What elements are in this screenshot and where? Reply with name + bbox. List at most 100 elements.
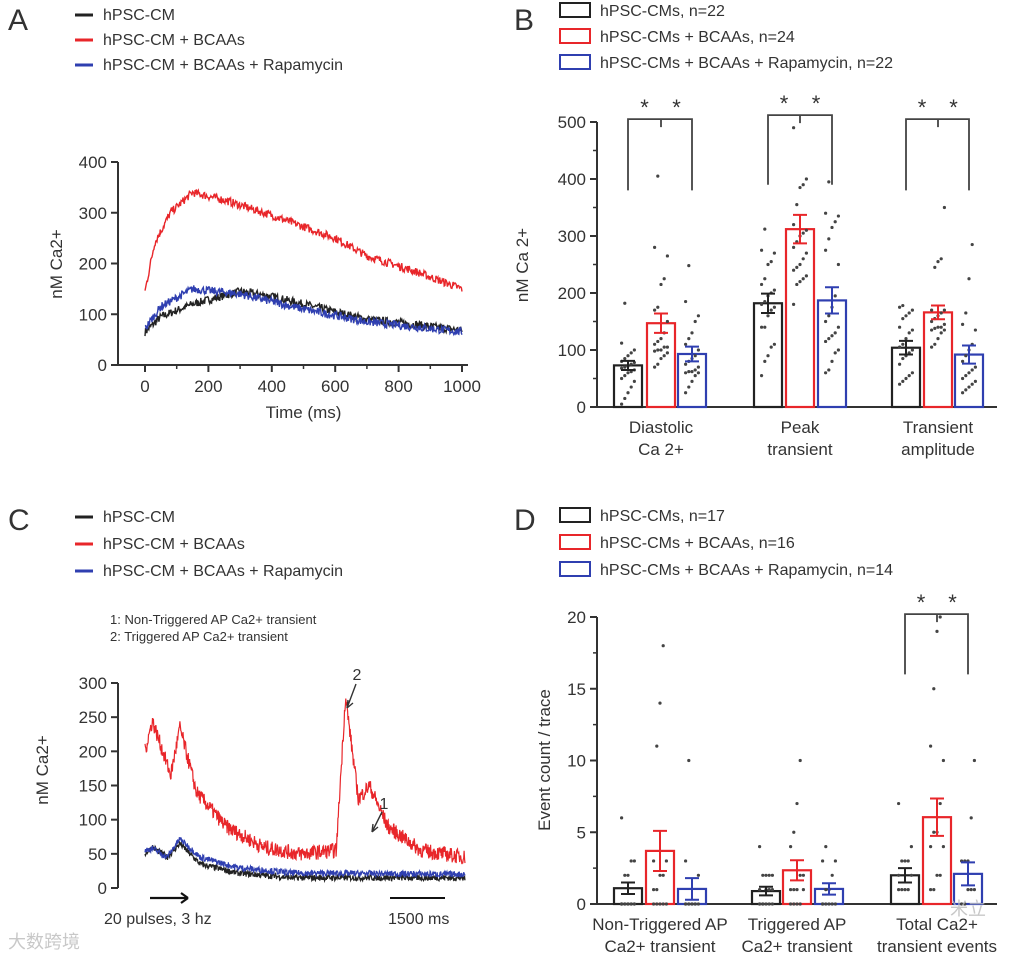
- error-bar: [793, 213, 807, 245]
- data-point: [898, 362, 902, 366]
- data-point: [932, 888, 936, 892]
- data-point: [772, 251, 777, 255]
- data-point: [964, 374, 968, 378]
- data-point: [942, 322, 947, 326]
- data-point: [939, 311, 943, 315]
- data-point: [789, 888, 793, 892]
- y-tick-label: 10: [567, 752, 586, 771]
- data-point: [910, 328, 915, 332]
- data-point: [655, 744, 659, 748]
- data-point: [795, 203, 799, 207]
- data-point: [827, 180, 831, 184]
- data-point: [626, 391, 630, 395]
- data-point: [766, 262, 770, 267]
- trace-blue: [144, 285, 463, 337]
- data-point: [904, 376, 908, 381]
- data-point: [941, 845, 946, 849]
- category-label: transient events: [877, 937, 997, 956]
- data-point: [798, 262, 802, 267]
- data-point: [933, 342, 937, 346]
- data-point: [961, 359, 965, 363]
- data-point: [665, 351, 670, 355]
- y-tick-label: 300: [79, 674, 107, 693]
- significance-bracket: [627, 118, 693, 191]
- legend-label: hPSC-CMs, n=22: [600, 3, 725, 20]
- data-point: [961, 376, 965, 381]
- y-tick-label: 50: [88, 845, 107, 864]
- legend-swatch: [559, 54, 591, 70]
- significance-star: *: [672, 95, 681, 120]
- data-point: [936, 325, 940, 329]
- data-point: [904, 337, 908, 341]
- data-point: [658, 701, 662, 705]
- data-point: [629, 385, 633, 389]
- y-tick-label: 300: [558, 227, 586, 246]
- data-point: [623, 873, 627, 877]
- data-point: [687, 264, 691, 268]
- data-point: [626, 371, 630, 375]
- data-point: [939, 257, 943, 261]
- data-point: [789, 845, 793, 849]
- panel-d: hPSC-CMs, n=17 hPSC-CMs + BCAAs, n=16 hPSC…: [535, 507, 997, 956]
- data-point: [659, 282, 663, 287]
- data-point: [795, 265, 799, 269]
- legend-swatch: [559, 507, 591, 523]
- data-point: [629, 902, 633, 906]
- data-point: [907, 331, 911, 335]
- significance-bracket: [767, 114, 833, 185]
- data-point: [798, 758, 802, 763]
- data-point: [696, 902, 701, 906]
- data-point: [804, 177, 809, 181]
- y-axis-label: Event count / trace: [535, 689, 554, 831]
- data-point: [798, 280, 802, 284]
- data-point: [836, 348, 841, 352]
- data-point: [772, 342, 777, 346]
- legend-label: hPSC-CM: [103, 509, 175, 526]
- data-point: [620, 816, 624, 820]
- data-point: [933, 265, 937, 269]
- y-tick-label: 0: [577, 895, 586, 914]
- data-point: [897, 801, 901, 806]
- data-point: [939, 331, 943, 335]
- data-point: [801, 257, 805, 261]
- data-point: [824, 371, 828, 375]
- y-tick-label: 100: [79, 811, 107, 830]
- arrow-1: [371, 811, 383, 833]
- data-point: [792, 126, 796, 130]
- y-axis-label: nM Ca 2+: [513, 228, 532, 302]
- data-point: [798, 902, 802, 906]
- data-point: [824, 339, 828, 344]
- category-label: amplitude: [901, 440, 975, 459]
- category-label: Ca2+ transient: [741, 937, 852, 956]
- data-point: [973, 328, 978, 332]
- data-point: [792, 902, 796, 906]
- x-tick-label: 200: [194, 377, 222, 396]
- data-point: [909, 873, 914, 877]
- category-label: transient: [767, 440, 832, 459]
- data-point: [941, 758, 946, 763]
- data-point: [898, 345, 902, 349]
- bar-blue: [816, 299, 848, 409]
- data-point: [930, 345, 934, 349]
- data-point: [792, 888, 796, 892]
- data-point: [659, 348, 663, 352]
- error-bar: [621, 881, 635, 895]
- data-point: [652, 888, 656, 892]
- data-point: [690, 902, 694, 906]
- data-point: [662, 277, 666, 281]
- error-bar: [654, 312, 668, 334]
- data-point: [769, 345, 773, 349]
- data-point: [626, 873, 630, 877]
- category-label: Non-Triggered AP: [592, 915, 727, 934]
- data-point: [623, 365, 627, 369]
- category-label: Triggered AP: [748, 915, 847, 934]
- data-point: [665, 345, 670, 349]
- data-point: [833, 220, 837, 224]
- data-point: [830, 873, 834, 877]
- data-point: [696, 348, 701, 352]
- data-point: [824, 319, 828, 324]
- data-point: [964, 388, 968, 392]
- data-point: [696, 873, 701, 877]
- data-point: [767, 873, 771, 877]
- data-point: [901, 356, 905, 361]
